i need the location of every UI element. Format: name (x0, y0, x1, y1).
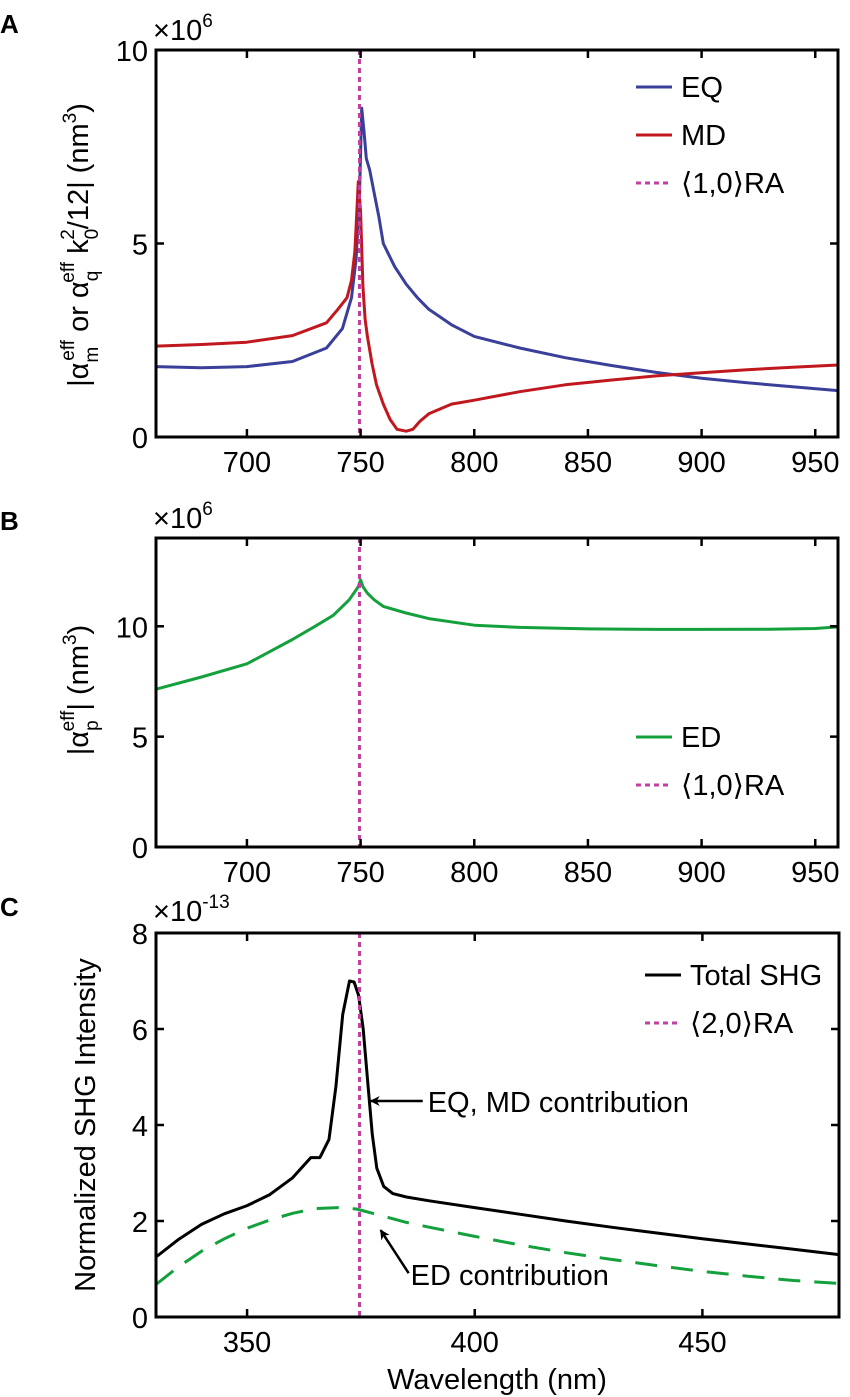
multiplier-c: ×10-13 (153, 892, 230, 928)
legend: Total SHG ⟨2,0⟩RA (645, 960, 822, 1040)
ylabel-part: or α (63, 281, 95, 340)
ylabel-sup: 3 (60, 634, 81, 645)
legend-label: MD (681, 120, 726, 152)
ylabel-sub: q (82, 271, 103, 282)
multiplier-base: 10 (170, 503, 202, 535)
multiplier-exponent: 6 (202, 11, 213, 32)
annotation-text: EQ, MD contribution (428, 1087, 689, 1119)
annotation-text: ED contribution (411, 1260, 609, 1292)
legend: ED ⟨1,0⟩RA (636, 722, 785, 802)
multiplier-a: ×106 (153, 11, 213, 47)
x-tick-label: 450 (678, 1327, 726, 1359)
x-tick-label: 850 (564, 447, 612, 479)
ylabel-sup: eff (58, 339, 79, 361)
x-tick-label: 800 (450, 447, 498, 479)
multiplier-exponent: 6 (202, 499, 213, 520)
svg-text:|αpeff| (nm3): |αpeff| (nm3) (58, 625, 103, 755)
series-line-total-shg (155, 979, 840, 1259)
y-tick-label: 0 (132, 423, 148, 455)
annotation: ED contribution (379, 1229, 609, 1292)
x-tick-label: 900 (677, 447, 725, 479)
x-tick-label: 350 (223, 1327, 271, 1359)
y-tick-label: 6 (132, 1015, 148, 1047)
ylabel-part: /12| (nm (63, 123, 95, 229)
ylabel-sup: eff (58, 261, 79, 283)
series-line-ed-contribution (155, 1206, 840, 1286)
annotation-arrow (379, 1229, 410, 1274)
panel-a: A ×106 700 750 800 850 900 9500510EQMD⟨1,0⟩RA… (0, 9, 840, 479)
y-tick-label: 10 (116, 612, 148, 644)
y-tick-label: 5 (132, 230, 148, 262)
axes-frame (154, 48, 840, 439)
ylabel-sub: 0 (82, 229, 103, 240)
plot-area-c: 350 400 450 0 2 4 6 8 Total SHG ⟨2,0⟩RA EQ, MD con… (132, 919, 841, 1359)
ylabel-sub: m (82, 347, 103, 363)
panel-c: C ×10-13 350 400 450 0 2 4 6 8 Total SHG ⟨2,0⟩RA E… (0, 892, 841, 1396)
x-tick-label: 950 (791, 857, 839, 889)
legend-label: Total SHG (690, 960, 822, 992)
multiplier-exponent: -13 (202, 892, 229, 913)
multiplier-base: 10 (170, 896, 202, 928)
y-axis-label-a: |αmeff or αqeff k02/12| (nm3) (58, 103, 103, 387)
plot-area-a: 700 750 800 850 900 950 0 5 10 EQ MD ⟨1,0⟩RA (116, 36, 840, 479)
times-sign: × (153, 503, 170, 535)
y-tick-label: 0 (132, 833, 148, 865)
times-sign: × (153, 15, 170, 47)
x-tick-label: 900 (677, 857, 725, 889)
series-line-md (155, 180, 839, 433)
x-tick-label: 850 (564, 857, 612, 889)
panel-label-b: B (0, 506, 19, 536)
times-sign: × (153, 896, 170, 928)
annotation: EQ, MD contribution (369, 1087, 689, 1119)
series-line-eq (155, 106, 839, 393)
legend-label: EQ (681, 72, 723, 104)
multiplier-base: 10 (170, 15, 202, 47)
y-tick-label: 2 (132, 1207, 148, 1239)
ylabel-part: ) (63, 103, 95, 113)
ylabel-part: | (nm (63, 645, 95, 711)
legend-label: ⟨1,0⟩RA (681, 168, 785, 200)
ylabel-sup: 3 (60, 113, 81, 124)
ylabel-part: |α (63, 363, 95, 387)
ylabel-sup: eff (58, 710, 79, 732)
x-tick-label: 950 (791, 447, 839, 479)
y-axis-label-c: Normalized SHG Intensity (70, 958, 102, 1292)
series-line-ed (155, 578, 839, 691)
ylabel-sub: p (82, 720, 103, 731)
legend-label: ED (681, 722, 721, 754)
y-tick-label: 5 (132, 723, 148, 755)
x-tick-label: 750 (336, 857, 384, 889)
ylabel-part: k (63, 239, 95, 262)
panel-label-a: A (0, 9, 19, 39)
y-axis-label-b: |αpeff| (nm3) (58, 625, 103, 755)
axes-frame (154, 536, 840, 849)
plot-area-b: 700 750 800 850 900 950 0 5 10 ED ⟨1,0⟩RA (116, 536, 840, 889)
legend: EQ MD ⟨1,0⟩RA (636, 72, 785, 200)
x-tick-label: 700 (223, 447, 271, 479)
panel-label-c: C (0, 892, 19, 922)
y-tick-label: 8 (132, 919, 148, 951)
multiplier-b: ×106 (153, 499, 213, 535)
y-tick-label: 0 (132, 1303, 148, 1335)
ylabel-sup: 2 (58, 229, 79, 240)
x-tick-label: 800 (450, 857, 498, 889)
legend-label: ⟨1,0⟩RA (681, 770, 785, 802)
svg-text:×106: ×106 (153, 11, 213, 47)
y-tick-label: 4 (132, 1111, 148, 1143)
x-tick-label: 750 (336, 447, 384, 479)
ylabel-part: |α (63, 731, 95, 755)
legend-label: ⟨2,0⟩RA (690, 1008, 794, 1040)
ylabel-part: ) (63, 625, 95, 635)
x-tick-label: 400 (451, 1327, 499, 1359)
x-tick-label: 700 (223, 857, 271, 889)
svg-text:|αmeff or αqeff k02/12| (nm3): |αmeff or αqeff k02/12| (nm3) (58, 103, 103, 387)
y-tick-label: 10 (116, 36, 148, 68)
x-axis-label-c: Wavelength (nm) (387, 1364, 607, 1396)
